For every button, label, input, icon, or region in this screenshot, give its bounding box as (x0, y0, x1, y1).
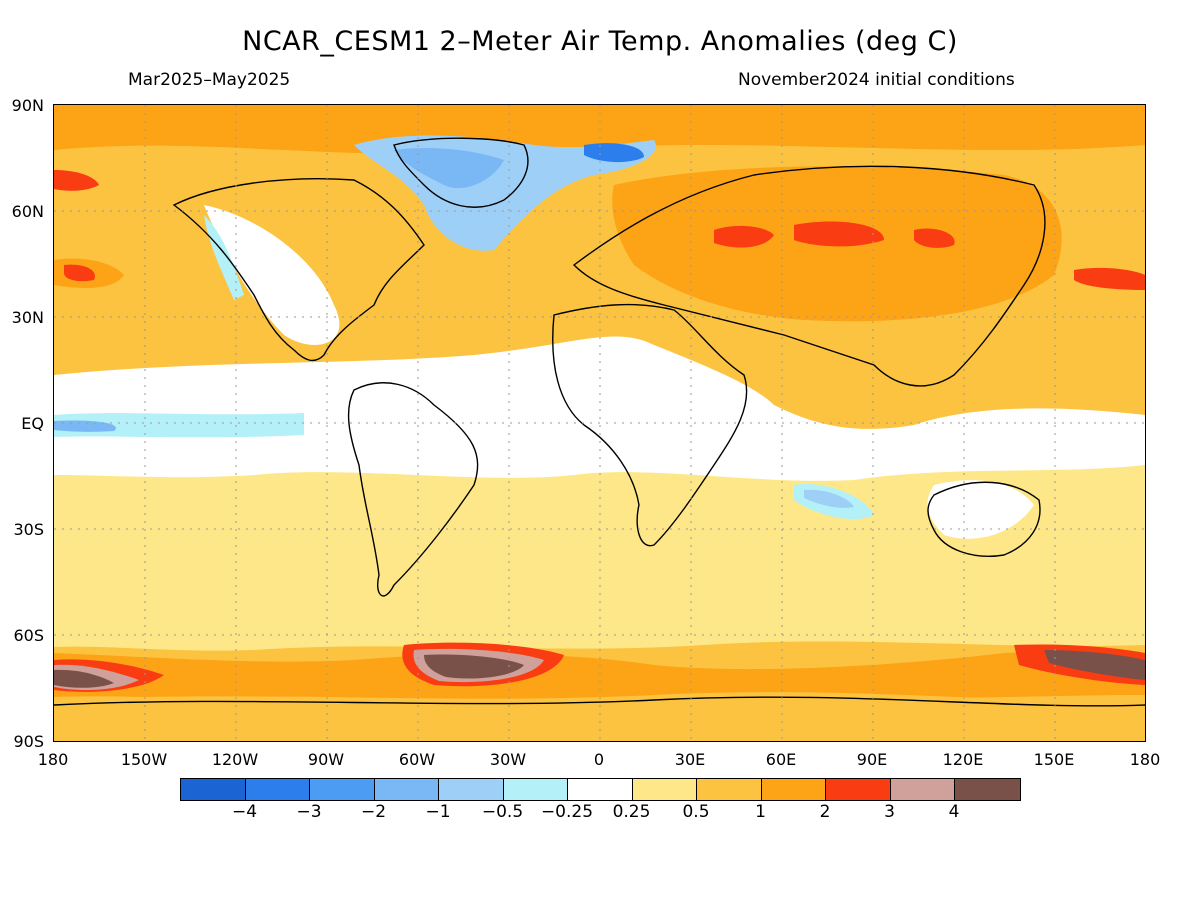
colorbar-label: −3 (296, 802, 322, 822)
colorbar-swatch (955, 779, 1020, 800)
colorbar-label: 0.25 (612, 802, 651, 822)
antarctic-coast-warm (54, 651, 1145, 701)
lon-label: 150W (120, 750, 168, 769)
colorbar-label: −1 (425, 802, 451, 822)
colorbar-label: −0.5 (481, 802, 524, 822)
lon-label: 180 (1129, 750, 1161, 769)
siberia-hot-2 (794, 221, 884, 247)
lon-label: 90E (856, 750, 888, 769)
colorbar-swatch (826, 779, 891, 800)
weddell-sea-extreme (424, 654, 524, 679)
north-pacific-hot-west (64, 264, 95, 282)
colorbar-label: 2 (819, 802, 831, 822)
colorbar-swatch (890, 779, 955, 800)
colorbar (180, 778, 1021, 801)
map-canvas (54, 105, 1145, 741)
initial-conditions: November2024 initial conditions (738, 70, 1015, 90)
australia-neutral (927, 480, 1034, 539)
colorbar-swatch (503, 779, 568, 800)
lon-label: 30W (489, 750, 527, 769)
lon-label: 120W (211, 750, 259, 769)
colorbar-swatch (697, 779, 762, 800)
anomaly-map (53, 104, 1146, 742)
lon-label: 120E (942, 750, 984, 769)
colorbar-swatch (439, 779, 504, 800)
southern-ocean-band (54, 582, 1145, 651)
eurasia-coast (572, 165, 1046, 387)
colorbar-swatch (632, 779, 697, 800)
greenland-east-cold (584, 143, 644, 163)
africa-coast (552, 303, 748, 547)
lat-label: 90S (13, 732, 44, 751)
lat-label: 60N (11, 202, 44, 221)
forecast-period: Mar2025–May2025 (128, 70, 291, 90)
na-west-neutral (204, 205, 340, 345)
australia-coast (927, 481, 1041, 557)
lon-label: 180 (37, 750, 69, 769)
graticule (54, 105, 1145, 741)
colorbar-label: 3 (884, 802, 895, 822)
colorbar-swatch (181, 779, 246, 800)
arctic-hot-spot (54, 170, 99, 191)
amundsen-extreme (1044, 650, 1145, 680)
colorbar-label: 4 (948, 802, 960, 822)
siberia-hot-3 (914, 228, 955, 248)
antarctica (54, 692, 1145, 741)
colorbar-label: −0.25 (540, 802, 594, 822)
lon-label: 60W (398, 750, 436, 769)
colorbar-swatch (568, 779, 633, 800)
lat-label: 30S (13, 520, 44, 539)
colorbar-swatch (245, 779, 310, 800)
colorbar-swatch (761, 779, 826, 800)
colorbar-label: 0.5 (682, 802, 710, 822)
equatorial-cool-tongue (54, 413, 304, 438)
ross-sea-extreme (54, 669, 114, 688)
north-pacific-hot-east (1074, 267, 1145, 290)
lon-label: 150E (1033, 750, 1075, 769)
colorbar-swatch (310, 779, 375, 800)
lat-label: 90N (11, 96, 44, 115)
colorbar-swatch (374, 779, 439, 800)
chart-title: NCAR_CESM1 2–Meter Air Temp. Anomalies (… (242, 26, 958, 57)
indian-ocean-cool-core (804, 489, 854, 508)
north-america-coast (172, 178, 425, 362)
greenland-cool-core (394, 148, 504, 189)
equatorial-cold-core (54, 420, 116, 432)
siberia-hot-1 (714, 225, 774, 248)
lon-label: 0 (593, 750, 605, 769)
lat-label: 30N (11, 308, 44, 327)
lon-label: 60E (765, 750, 797, 769)
lat-label: 60S (13, 626, 44, 645)
lon-label: 30E (674, 750, 706, 769)
colorbar-label: 1 (755, 802, 766, 822)
na-west-cool (204, 215, 244, 300)
south-america-coast (347, 382, 479, 597)
lon-label: 90W (307, 750, 345, 769)
antarctica-coast (54, 696, 1145, 707)
colorbar-label: −4 (231, 802, 258, 822)
colorbar-label: −2 (360, 802, 387, 822)
lat-label: EQ (21, 414, 44, 433)
coastlines (54, 137, 1145, 707)
